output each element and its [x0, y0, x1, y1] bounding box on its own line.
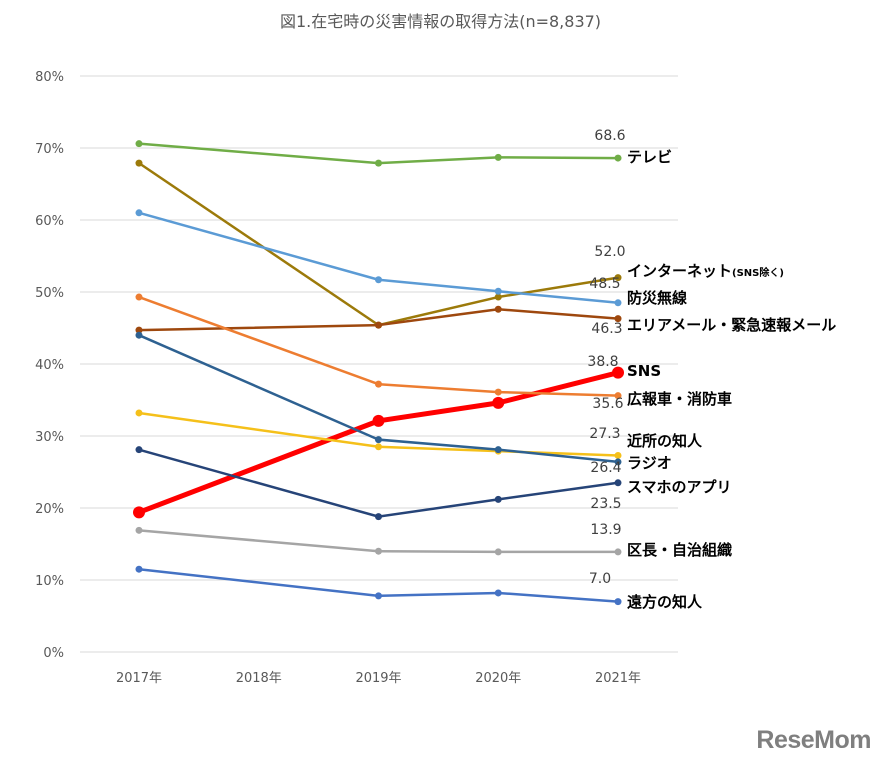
data-point	[133, 506, 145, 519]
y-tick-label: 20%	[35, 502, 64, 517]
y-tick-label: 40%	[35, 358, 64, 373]
data-point	[375, 321, 382, 329]
data-point	[614, 299, 622, 307]
end-value-label: 46.3	[591, 321, 622, 337]
series-name-label: ラジオ	[627, 454, 672, 472]
series-line-1	[138, 162, 619, 327]
end-value-label: 35.6	[592, 396, 623, 412]
data-point	[372, 414, 385, 427]
data-point	[135, 209, 143, 217]
data-point	[494, 548, 502, 556]
data-point	[135, 326, 143, 334]
data-point	[494, 287, 502, 295]
series-line-10	[138, 567, 619, 603]
series-line-9	[138, 529, 618, 554]
data-point	[375, 592, 382, 600]
series-line-4	[138, 370, 619, 515]
series-name-label: 防災無線	[627, 289, 687, 307]
x-tick-label: 2020年	[475, 671, 521, 686]
data-point	[135, 446, 143, 454]
series-name-label: エリアメール・緊急速報メール	[627, 316, 836, 334]
series-name-label: SNS	[627, 362, 661, 380]
x-tick-label: 2017年	[116, 671, 162, 686]
y-tick-label: 0%	[43, 646, 64, 661]
data-point	[614, 274, 622, 282]
y-tick-label: 70%	[35, 142, 64, 157]
series-line-8	[138, 448, 619, 518]
series-name-label: 区長・自治組織	[627, 541, 732, 559]
series-line-6	[138, 411, 619, 457]
end-value-label: 68.6	[594, 128, 625, 144]
series-name-label: テレビ	[627, 148, 672, 166]
data-point	[375, 513, 382, 521]
data-point	[494, 495, 502, 503]
data-point	[135, 140, 143, 148]
data-point	[375, 436, 382, 444]
end-value-label: 23.5	[590, 496, 621, 512]
y-tick-label: 60%	[35, 214, 64, 229]
y-tick-label: 30%	[35, 430, 64, 445]
data-point	[614, 458, 622, 466]
data-point	[375, 276, 382, 284]
data-point	[614, 315, 622, 323]
x-tick-label: 2019年	[355, 671, 401, 686]
y-tick-label: 80%	[35, 70, 64, 85]
series-line-5	[138, 295, 619, 397]
data-point	[612, 366, 624, 379]
series-line-0	[138, 142, 619, 165]
data-point	[135, 409, 143, 417]
data-point	[375, 159, 382, 167]
end-value-label: 27.3	[589, 426, 620, 442]
data-point	[614, 392, 622, 400]
data-point	[135, 293, 143, 301]
series-name-label: スマホのアプリ	[627, 478, 732, 496]
data-point	[494, 446, 502, 454]
data-point	[494, 589, 502, 597]
data-point	[135, 565, 143, 573]
series-line-2	[138, 211, 619, 305]
series-name-label: 遠方の知人	[627, 593, 703, 611]
resemom-logo: ReseMom	[756, 726, 871, 754]
data-point	[375, 443, 382, 451]
series-line-7	[138, 334, 619, 464]
data-point	[494, 293, 502, 301]
data-point	[494, 388, 502, 396]
end-value-label: 13.9	[590, 522, 621, 538]
data-point	[375, 547, 382, 555]
data-point	[135, 526, 143, 534]
data-point	[135, 331, 143, 339]
data-point	[492, 396, 505, 409]
series-name-label: 広報車・消防車	[627, 390, 732, 408]
end-value-label: 48.5	[589, 276, 620, 292]
data-point	[375, 380, 382, 388]
end-value-label: 38.8	[587, 354, 618, 370]
series-line-3	[138, 308, 619, 332]
data-point	[614, 598, 622, 606]
series-name-label: インターネット(SNS除く)	[627, 262, 784, 280]
end-value-label: 26.4	[590, 460, 621, 476]
end-value-label: 7.0	[589, 571, 611, 587]
y-tick-label: 10%	[35, 574, 64, 589]
data-point	[614, 451, 622, 459]
data-point	[614, 479, 622, 487]
data-point	[494, 305, 502, 313]
x-tick-label: 2021年	[595, 671, 641, 686]
y-tick-label: 50%	[35, 286, 64, 301]
data-point	[494, 153, 502, 161]
series-name-suffix: (SNS除く)	[732, 266, 784, 279]
data-point	[614, 154, 622, 162]
end-value-label: 52.0	[594, 244, 625, 260]
series-name-label: 近所の知人	[627, 432, 703, 450]
x-tick-label: 2018年	[236, 671, 282, 686]
data-point	[135, 159, 143, 167]
chart-title: 図1.在宅時の災害情報の取得方法(n=8,837)	[279, 12, 602, 31]
data-point	[614, 548, 622, 556]
